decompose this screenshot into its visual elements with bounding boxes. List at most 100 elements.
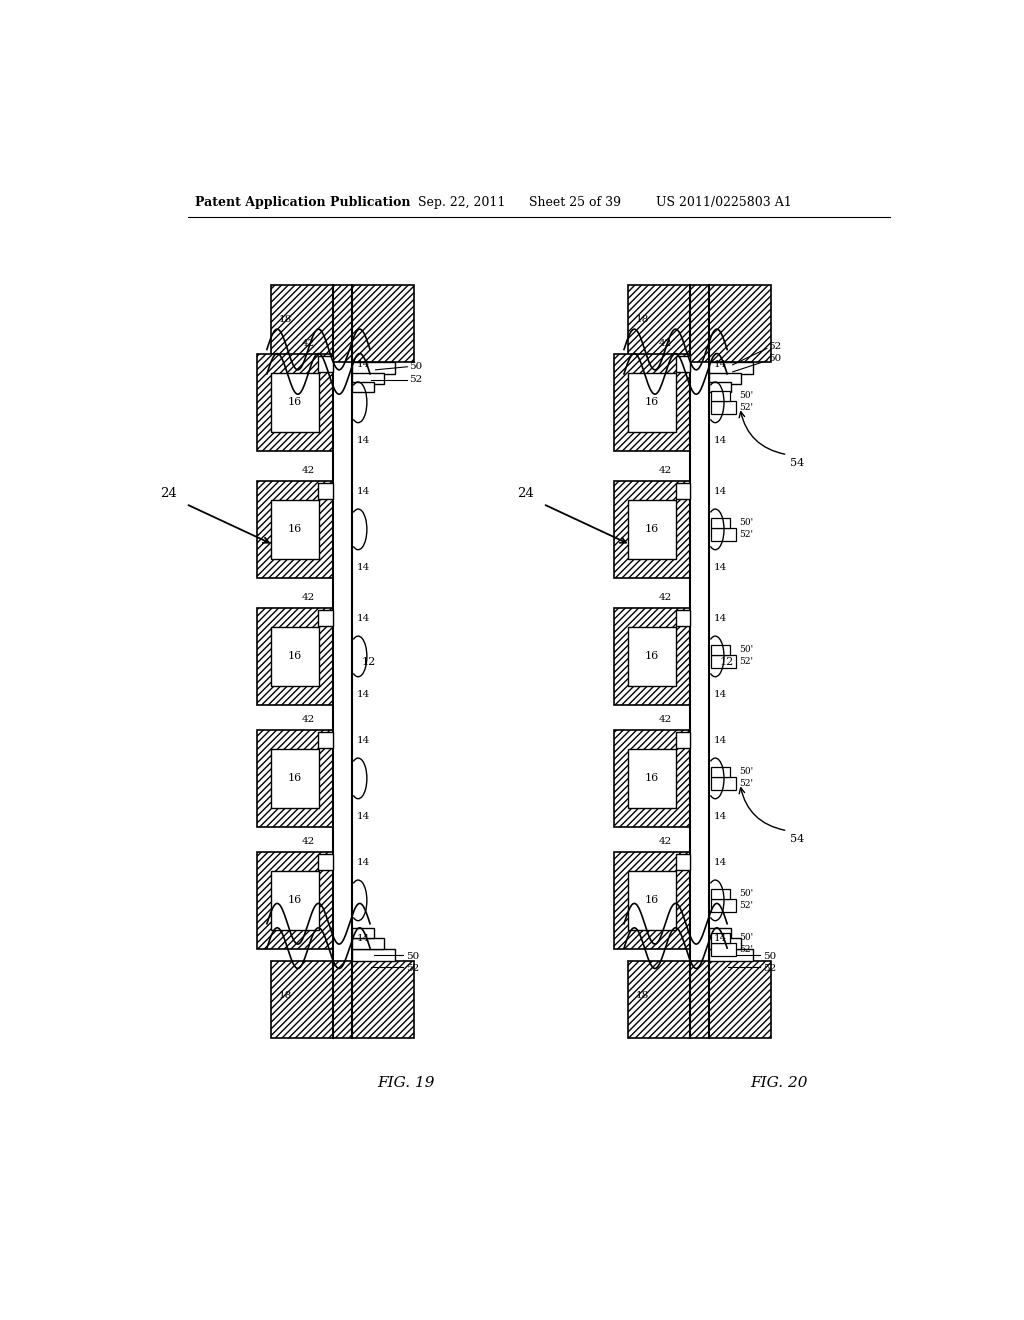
Bar [676,356,690,372]
Bar [614,480,690,578]
Text: 14: 14 [356,436,370,445]
Bar [711,644,730,655]
Bar [257,853,333,949]
Bar [711,899,736,912]
Bar [676,610,690,627]
Text: 14: 14 [356,858,370,867]
Bar [257,730,333,826]
Text: 52: 52 [406,964,419,973]
Text: 52': 52' [739,945,753,954]
Text: 16: 16 [645,524,659,535]
Bar [709,372,740,384]
Text: 14: 14 [356,487,370,496]
Text: 52': 52' [739,657,753,667]
Bar [629,748,676,808]
Text: 14: 14 [714,360,727,368]
Bar [271,748,318,808]
Text: 50: 50 [409,362,422,371]
Text: 42: 42 [659,593,673,602]
Text: 16: 16 [288,397,302,408]
Bar [711,517,730,528]
Text: 14: 14 [714,436,727,445]
Text: 50': 50' [739,767,754,776]
Text: 18: 18 [279,315,292,325]
Text: 14: 14 [714,812,727,821]
Bar [352,928,374,939]
Text: 16: 16 [645,652,659,661]
Bar [318,356,333,372]
Text: 14: 14 [356,735,370,744]
Text: 16: 16 [288,652,302,661]
Bar [614,354,690,450]
Bar [629,627,676,686]
Text: 14: 14 [356,935,370,942]
Bar [709,381,731,392]
Text: 52': 52' [739,779,753,788]
Text: 24: 24 [517,487,534,500]
Text: 42: 42 [659,466,673,475]
Text: 14: 14 [714,614,727,623]
Bar [676,483,690,499]
Text: US 2011/0225803 A1: US 2011/0225803 A1 [655,195,792,209]
Bar [271,871,318,929]
Bar [628,285,771,362]
Text: 54: 54 [790,458,804,467]
Text: 18: 18 [636,991,649,1001]
Text: 14: 14 [356,564,370,572]
Text: 52': 52' [739,403,753,412]
Bar [318,733,333,748]
Bar [257,354,333,450]
Bar [711,767,730,777]
Bar [352,372,384,384]
Bar [711,888,730,899]
Text: 42: 42 [302,466,315,475]
Bar [257,480,333,578]
Text: 14: 14 [714,935,727,942]
Text: 14: 14 [714,690,727,700]
Text: 42: 42 [659,715,673,725]
Bar [711,401,736,414]
Text: 42: 42 [659,837,673,846]
Bar [271,500,318,558]
Bar [271,627,318,686]
Text: 42: 42 [302,837,315,846]
Text: 16: 16 [645,397,659,408]
Bar [676,854,690,870]
Bar [711,655,736,668]
Bar [352,362,395,374]
Text: 52: 52 [763,964,776,973]
Text: 18: 18 [279,991,292,1001]
Bar [257,609,333,705]
Bar [711,933,730,942]
Text: FIG. 19: FIG. 19 [377,1076,434,1090]
Text: Sheet 25 of 39: Sheet 25 of 39 [528,195,621,209]
Bar [709,362,753,374]
Text: 52': 52' [739,902,753,909]
Text: 52: 52 [768,342,781,351]
Text: 16: 16 [288,895,302,906]
Text: 14: 14 [714,735,727,744]
Bar [711,777,736,791]
Text: 54: 54 [790,834,804,843]
Text: 16: 16 [288,774,302,783]
Bar [270,961,414,1038]
Text: 14: 14 [356,690,370,700]
Text: 14: 14 [356,812,370,821]
Text: 14: 14 [356,614,370,623]
Bar [614,730,690,826]
Bar [318,854,333,870]
Bar [709,939,740,949]
Bar [711,528,736,541]
Text: 50': 50' [739,645,754,655]
Text: 18: 18 [636,315,649,325]
Bar [709,928,731,939]
Bar [318,483,333,499]
Text: 16: 16 [288,524,302,535]
Text: 50: 50 [406,952,419,961]
Bar [352,939,384,949]
Text: 14: 14 [714,487,727,496]
Text: 50: 50 [763,952,776,961]
Text: 24: 24 [160,487,176,500]
Bar [271,372,318,432]
Bar [628,961,771,1038]
